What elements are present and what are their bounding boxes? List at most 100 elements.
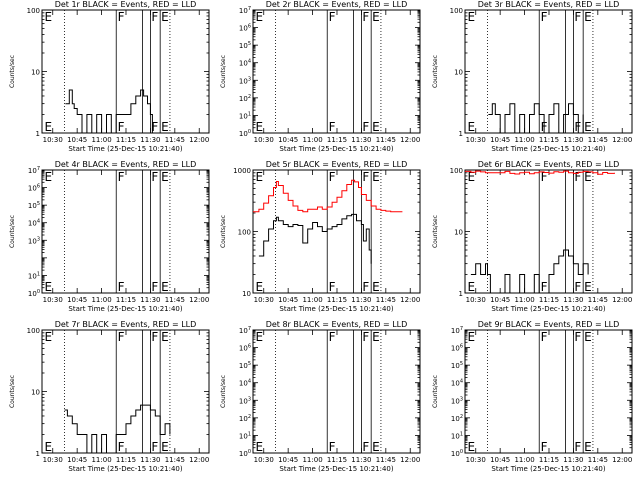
series-events [488, 103, 584, 134]
x-axis-label: Start Time (25-Dec-15 10:21:40) [491, 145, 605, 153]
y-tick-label: 101 [28, 271, 40, 280]
flag-marker-bottom: E [467, 280, 475, 294]
y-tick-label: 101 [451, 431, 463, 440]
flag-marker-bottom: F [574, 280, 581, 294]
flag-marker-bottom: E [255, 280, 263, 294]
y-tick-label: 10 [242, 290, 251, 298]
plot-frame [252, 329, 421, 454]
y-tick-label: 103 [239, 76, 251, 85]
flag-marker-top: E [44, 10, 52, 24]
y-tick-label: 105 [451, 361, 463, 370]
x-tick-label: 10:45 [490, 296, 510, 304]
x-tick-label: 11:15 [116, 456, 136, 464]
flag-marker-top: E [255, 330, 263, 344]
detector-panel-3: Det 3r BLACK = Events, RED = LLD 1 10 100 10… [432, 0, 633, 153]
flag-marker-top: E [255, 10, 263, 24]
detector-panel-9: Det 9r BLACK = Events, RED = LLD 100 101 10… [432, 320, 633, 473]
y-tick-label: 104 [239, 379, 251, 388]
y-tick-label: 101 [239, 111, 251, 120]
flag-marker-bottom: E [584, 440, 592, 454]
x-tick-label: 10:45 [278, 296, 298, 304]
flag-marker-top: E [372, 170, 380, 184]
x-tick-label: 10:30 [254, 136, 274, 144]
panel-title: Det 2r BLACK = Events, RED = LLD [266, 0, 408, 9]
y-tick-label: 103 [451, 396, 463, 405]
flag-marker-bottom: E [467, 440, 475, 454]
flag-marker-top: E [255, 170, 263, 184]
flag-marker-top: E [44, 330, 52, 344]
series-events [65, 89, 153, 134]
x-tick-label: 10:30 [254, 456, 274, 464]
x-tick-label: 11:15 [539, 136, 559, 144]
flag-marker-bottom: E [584, 120, 592, 134]
y-tick-label: 1 [459, 130, 463, 138]
y-axis-label: Counts/sec [432, 375, 439, 408]
flag-marker-top: E [584, 10, 592, 24]
series-events [258, 213, 372, 264]
detector-panel-5: Det 5r BLACK = Events, RED = LLD 10 100 100… [220, 160, 421, 313]
flag-marker-bottom: F [118, 280, 125, 294]
y-tick-label: 107 [28, 166, 40, 175]
series-lld [253, 179, 403, 213]
flag-marker-top: E [161, 170, 169, 184]
x-tick-label: 10:45 [67, 456, 87, 464]
y-axis-label: Counts/sec [9, 55, 16, 88]
flag-marker-bottom: E [584, 280, 592, 294]
x-tick-label: 11:15 [116, 136, 136, 144]
x-tick-label: 10:45 [490, 136, 510, 144]
flag-marker-bottom: E [161, 120, 169, 134]
x-tick-label: 10:45 [67, 296, 87, 304]
flag-marker-top: E [467, 330, 475, 344]
y-tick-label: 100 [450, 167, 463, 175]
x-axis-label: Start Time (25-Dec-15 10:21:40) [279, 305, 393, 313]
x-tick-label: 11:30 [563, 296, 583, 304]
flag-marker-top: F [574, 10, 581, 24]
x-tick-label: 10:45 [278, 136, 298, 144]
x-tick-label: 11:00 [514, 136, 534, 144]
x-tick-label: 11:45 [376, 136, 396, 144]
x-axis-label: Start Time (25-Dec-15 10:21:40) [68, 305, 182, 313]
flag-marker-top: F [574, 170, 581, 184]
x-tick-label: 11:30 [140, 136, 160, 144]
x-tick-label: 11:30 [351, 456, 371, 464]
plot-frame [252, 9, 421, 134]
x-tick-label: 12:00 [189, 456, 209, 464]
x-tick-label: 11:30 [140, 456, 160, 464]
x-tick-label: 10:30 [466, 456, 486, 464]
y-axis-label: Counts/sec [220, 55, 227, 88]
y-tick-label: 1000 [233, 167, 251, 175]
y-tick-label: 10 [454, 229, 463, 237]
x-tick-label: 12:00 [400, 296, 420, 304]
x-axis-label: Start Time (25-Dec-15 10:21:40) [491, 465, 605, 473]
x-tick-label: 11:00 [91, 136, 111, 144]
y-tick-label: 10 [31, 69, 40, 77]
flag-marker-top: E [372, 330, 380, 344]
flag-marker-bottom: F [362, 280, 369, 294]
x-tick-label: 12:00 [189, 136, 209, 144]
flag-marker-top: F [118, 170, 125, 184]
x-tick-label: 10:45 [490, 456, 510, 464]
flag-marker-top: E [584, 170, 592, 184]
flag-marker-bottom: E [372, 440, 380, 454]
flag-marker-top: E [372, 10, 380, 24]
x-tick-label: 11:45 [165, 296, 185, 304]
y-axis-label: Counts/sec [9, 375, 16, 408]
flag-marker-top: F [574, 330, 581, 344]
y-tick-label: 100 [238, 229, 251, 237]
flag-marker-bottom: E [161, 280, 169, 294]
flag-marker-top: F [118, 10, 125, 24]
y-tick-label: 107 [451, 326, 463, 335]
flag-marker-top: F [151, 330, 158, 344]
y-axis-label: Counts/sec [220, 215, 227, 248]
flag-marker-top: F [329, 10, 336, 24]
panel-title: Det 8r BLACK = Events, RED = LLD [266, 320, 408, 329]
y-tick-label: 100 [28, 289, 40, 298]
y-tick-label: 103 [239, 396, 251, 405]
x-tick-label: 12:00 [612, 136, 632, 144]
x-tick-label: 11:45 [165, 136, 185, 144]
x-tick-label: 10:30 [254, 296, 274, 304]
x-tick-label: 10:30 [466, 136, 486, 144]
x-tick-label: 11:45 [588, 456, 608, 464]
detector-panel-1: Det 1r BLACK = Events, RED = LLD 1 10 100 10… [9, 0, 210, 153]
y-tick-label: 102 [239, 94, 251, 103]
